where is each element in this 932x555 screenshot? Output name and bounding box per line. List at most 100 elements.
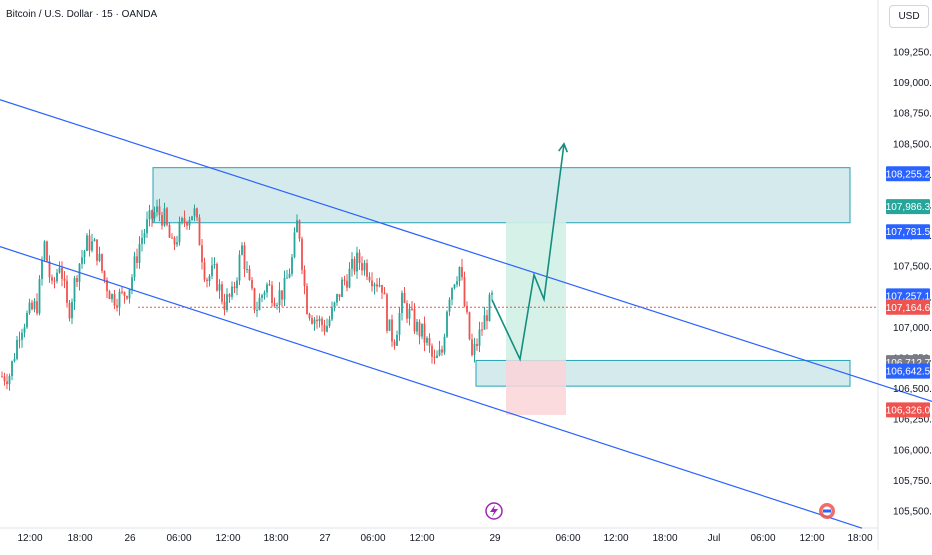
candle-body bbox=[463, 277, 466, 306]
currency-button[interactable]: USD bbox=[889, 5, 929, 28]
position-stop-area[interactable] bbox=[506, 360, 566, 415]
candle-body bbox=[133, 256, 136, 278]
candle-body bbox=[123, 292, 126, 297]
channel-line-1[interactable] bbox=[0, 99, 932, 403]
price-badge-label: 107,257.1 bbox=[886, 291, 931, 302]
candle-body bbox=[453, 284, 456, 289]
candle-body bbox=[198, 217, 201, 246]
y-tick-label: 107,000.0 bbox=[893, 323, 932, 334]
candle-body bbox=[21, 332, 23, 340]
zone-rect-1[interactable] bbox=[152, 167, 851, 224]
candle-body bbox=[318, 318, 321, 322]
price-badge bbox=[886, 288, 930, 304]
candle-body bbox=[151, 210, 153, 219]
candle-body bbox=[288, 273, 291, 278]
candle-body bbox=[276, 305, 278, 307]
candle-body bbox=[478, 329, 481, 346]
candle-body bbox=[443, 336, 446, 353]
x-tick-label: 18:00 bbox=[847, 533, 872, 544]
candle-body bbox=[28, 302, 31, 313]
y-tick-label: 105,500.0 bbox=[893, 507, 932, 518]
x-tick-label: Jul bbox=[708, 533, 721, 544]
projection-path[interactable] bbox=[491, 143, 565, 362]
x-tick-label: 27 bbox=[319, 533, 331, 544]
candle-body bbox=[361, 263, 363, 271]
candle-body bbox=[1, 376, 3, 378]
candle-body bbox=[176, 242, 178, 245]
candle-body bbox=[183, 218, 186, 223]
candle-body bbox=[296, 220, 298, 233]
x-tick-label: 12:00 bbox=[215, 533, 240, 544]
x-tick-label: 18:00 bbox=[67, 533, 92, 544]
candle-body bbox=[143, 233, 146, 239]
candle-body bbox=[376, 284, 378, 287]
candle-body bbox=[268, 284, 271, 286]
candle-body bbox=[118, 291, 121, 308]
candle-body bbox=[273, 302, 276, 306]
candle-body bbox=[311, 317, 313, 324]
candle-body bbox=[91, 241, 93, 251]
candle-body bbox=[438, 349, 441, 356]
candle-body bbox=[396, 334, 398, 346]
candle-body bbox=[283, 277, 286, 300]
candle-body bbox=[271, 285, 273, 303]
candle-body bbox=[418, 321, 421, 337]
candle-body bbox=[96, 239, 98, 261]
candle-body bbox=[423, 323, 426, 343]
candle-body bbox=[341, 279, 343, 297]
candle-body bbox=[168, 224, 171, 238]
x-tick-label: 06:00 bbox=[750, 533, 775, 544]
candle-body bbox=[221, 284, 223, 302]
candle-body bbox=[196, 208, 198, 218]
candle-body bbox=[231, 286, 233, 297]
candle-body bbox=[26, 312, 28, 328]
candle-body bbox=[398, 312, 401, 335]
candle-body bbox=[68, 302, 71, 319]
candle-body bbox=[256, 309, 258, 311]
candle-body bbox=[333, 302, 336, 308]
candle-body bbox=[421, 323, 423, 337]
candle-body bbox=[426, 337, 428, 343]
candle-body bbox=[441, 349, 443, 353]
candle-body bbox=[343, 279, 346, 281]
event-flash-glyph bbox=[490, 505, 498, 517]
price-badge-label: 107,164.6 bbox=[886, 303, 931, 314]
candle-body bbox=[106, 279, 108, 292]
candle-body bbox=[393, 341, 396, 346]
y-tick-label: 107,500.0 bbox=[893, 262, 932, 273]
candle-body bbox=[18, 339, 21, 341]
price-badge bbox=[886, 224, 930, 240]
candle-body bbox=[128, 289, 131, 299]
x-tick-label: 18:00 bbox=[652, 533, 677, 544]
candle-body bbox=[473, 343, 476, 355]
candle-body bbox=[138, 243, 141, 263]
candle-body bbox=[413, 308, 416, 332]
candle-body bbox=[193, 208, 196, 217]
candle-body bbox=[261, 295, 263, 298]
candle-body bbox=[236, 280, 238, 289]
candle-body bbox=[401, 293, 403, 313]
price-badge bbox=[886, 363, 930, 379]
candle-body bbox=[436, 355, 438, 358]
candle-body bbox=[51, 277, 53, 281]
candle-body bbox=[373, 284, 376, 287]
candle-body bbox=[158, 206, 161, 216]
candle-body bbox=[371, 280, 373, 287]
y-tick-label: 109,000.0 bbox=[893, 78, 932, 89]
position-target-area[interactable] bbox=[506, 221, 566, 361]
channel-line-2[interactable] bbox=[0, 246, 863, 529]
candle-body bbox=[391, 319, 393, 342]
candle-body bbox=[141, 238, 143, 244]
x-tick-label: 26 bbox=[124, 533, 136, 544]
candle-body bbox=[13, 358, 16, 362]
candle-body bbox=[253, 288, 256, 311]
candle-body bbox=[411, 308, 413, 310]
x-tick-label: 12:00 bbox=[603, 533, 628, 544]
candle-body bbox=[488, 294, 491, 322]
candle-body bbox=[181, 218, 183, 222]
candle-body bbox=[211, 265, 213, 276]
candle-body bbox=[38, 279, 41, 314]
x-tick-label: 12:00 bbox=[17, 533, 42, 544]
